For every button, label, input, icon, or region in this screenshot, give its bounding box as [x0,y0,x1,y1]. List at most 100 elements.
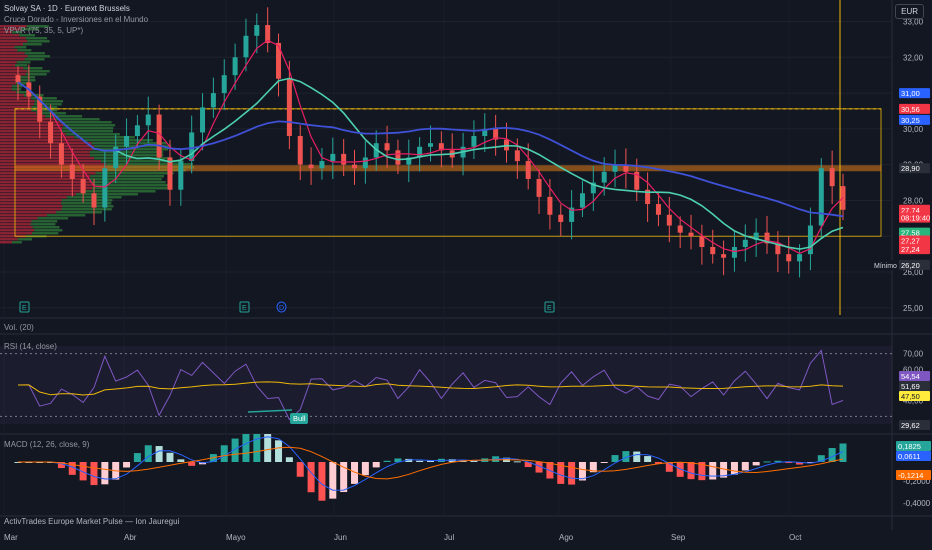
price-tick-label: 26,00 [903,268,924,277]
macd-hist-neg [524,462,532,468]
profile-bar-buy [37,217,69,220]
candle-up [145,114,151,126]
candle-up [210,93,216,108]
rsi-badge: 51,69 [901,382,920,391]
bull-divergence-label: Bull [293,414,306,423]
profile-bar-sell [0,184,94,187]
candle-down [286,78,292,137]
profile-bar-sell [0,73,26,76]
profile-bar-sell [0,217,38,220]
profile-bar-buy [94,157,172,160]
macd-hist-neg [665,462,673,472]
profile-bar-sell [0,76,20,79]
profile-bar-buy [61,121,112,124]
profile-bar-buy [17,238,32,241]
price-badge: 31,00 [901,89,920,98]
profile-bar-sell [0,124,64,127]
candle-up [753,232,759,240]
profile-bar-buy [27,55,50,58]
profile-bar-buy [85,190,156,193]
rsi-panel-label[interactable]: RSI (14, close) [4,342,57,351]
profile-bar-buy [34,100,64,103]
rsi-line [17,349,844,421]
profile-bar-sell [0,127,63,130]
profile-bar-buy [93,184,170,187]
profile-bar-buy [25,73,47,76]
volume-panel-label[interactable]: Vol. (20) [4,323,34,332]
candle-down [525,161,531,179]
indicator-golden-cross-label[interactable]: Cruce Dorado - Inversiones en el Mundo [4,15,149,24]
candle-down [58,143,64,165]
profile-bar-buy [65,133,120,136]
earnings-marker-letter: E [22,305,27,312]
price-badge-bg [899,244,930,255]
candle-up [200,107,206,133]
profile-bar-buy [12,31,23,34]
macd-hist-pos [611,455,619,462]
candle-up [590,182,596,194]
profile-bar-sell [0,61,17,64]
macd-hist-neg [79,462,87,481]
profile-bar-buy [32,232,59,235]
candle-up [254,25,260,36]
candle-down [536,178,542,197]
candle-up [731,246,737,258]
macd-badge: 0,1825 [898,442,921,451]
macd-badge: -0,1214 [898,471,923,480]
profile-bar-sell [0,46,15,49]
profile-bar-sell [0,163,107,166]
candle-up [124,136,130,147]
price-badge-bg [899,227,930,238]
profile-bar-buy [61,202,112,205]
candle-down [276,42,282,79]
profile-bar-sell [0,205,63,208]
profile-bar-buy [95,172,174,175]
profile-bar-sell [0,88,12,91]
candle-up [807,225,813,255]
profile-bar-buy [15,82,30,85]
profile-bar-sell [0,202,62,205]
currency-selector[interactable]: EUR [895,4,924,19]
profile-bar-sell [0,82,16,85]
time-axis-label: Mar [4,533,18,542]
candle-up [178,161,184,190]
time-axis-label: Mayo [226,533,246,542]
macd-hist-pos [220,445,228,462]
candle-up [797,254,803,262]
price-badge: 30,25 [901,116,920,125]
macd-hist-neg [535,462,543,473]
profile-bar-sell [0,208,62,211]
indicator-vpvr-label[interactable]: VPVR (75, 35, 5, UP*) [4,26,84,35]
macd-hist-neg [68,462,76,475]
profile-bar-sell [0,238,18,241]
candle-up [232,57,238,76]
candle-down [721,254,727,258]
price-badge-bg [899,204,930,215]
rsi-tick-label: 70,00 [903,350,924,359]
profile-bar-buy [32,226,60,229]
profile-bar-buy [27,70,50,73]
profile-bar-sell [0,181,92,184]
candle-down [37,96,43,122]
macd-panel-label[interactable]: MACD (12, 26, close, 9) [4,440,90,449]
candle-down [558,214,564,222]
profile-bar-buy [17,49,32,52]
macd-hist-pos [644,456,652,462]
candle-down [48,121,54,144]
profile-bar-buy [62,205,114,208]
profile-bar-sell [0,214,47,217]
macd-hist-pos [448,459,456,462]
macd-line [18,436,844,491]
profile-bar-sell [0,109,32,112]
profile-bar-sell [0,67,24,70]
time-axis-label: Jun [334,533,347,542]
profile-bar-sell [0,40,28,43]
earnings-marker-letter: E [242,305,247,312]
profile-bar-sell [0,232,33,235]
candle-down [308,164,314,169]
symbol-title[interactable]: Solvay SA · 1D · Euronext Brussels [4,4,130,13]
profile-bar-buy [45,115,83,118]
profile-bar-sell [0,55,28,58]
candle-up [417,146,423,158]
